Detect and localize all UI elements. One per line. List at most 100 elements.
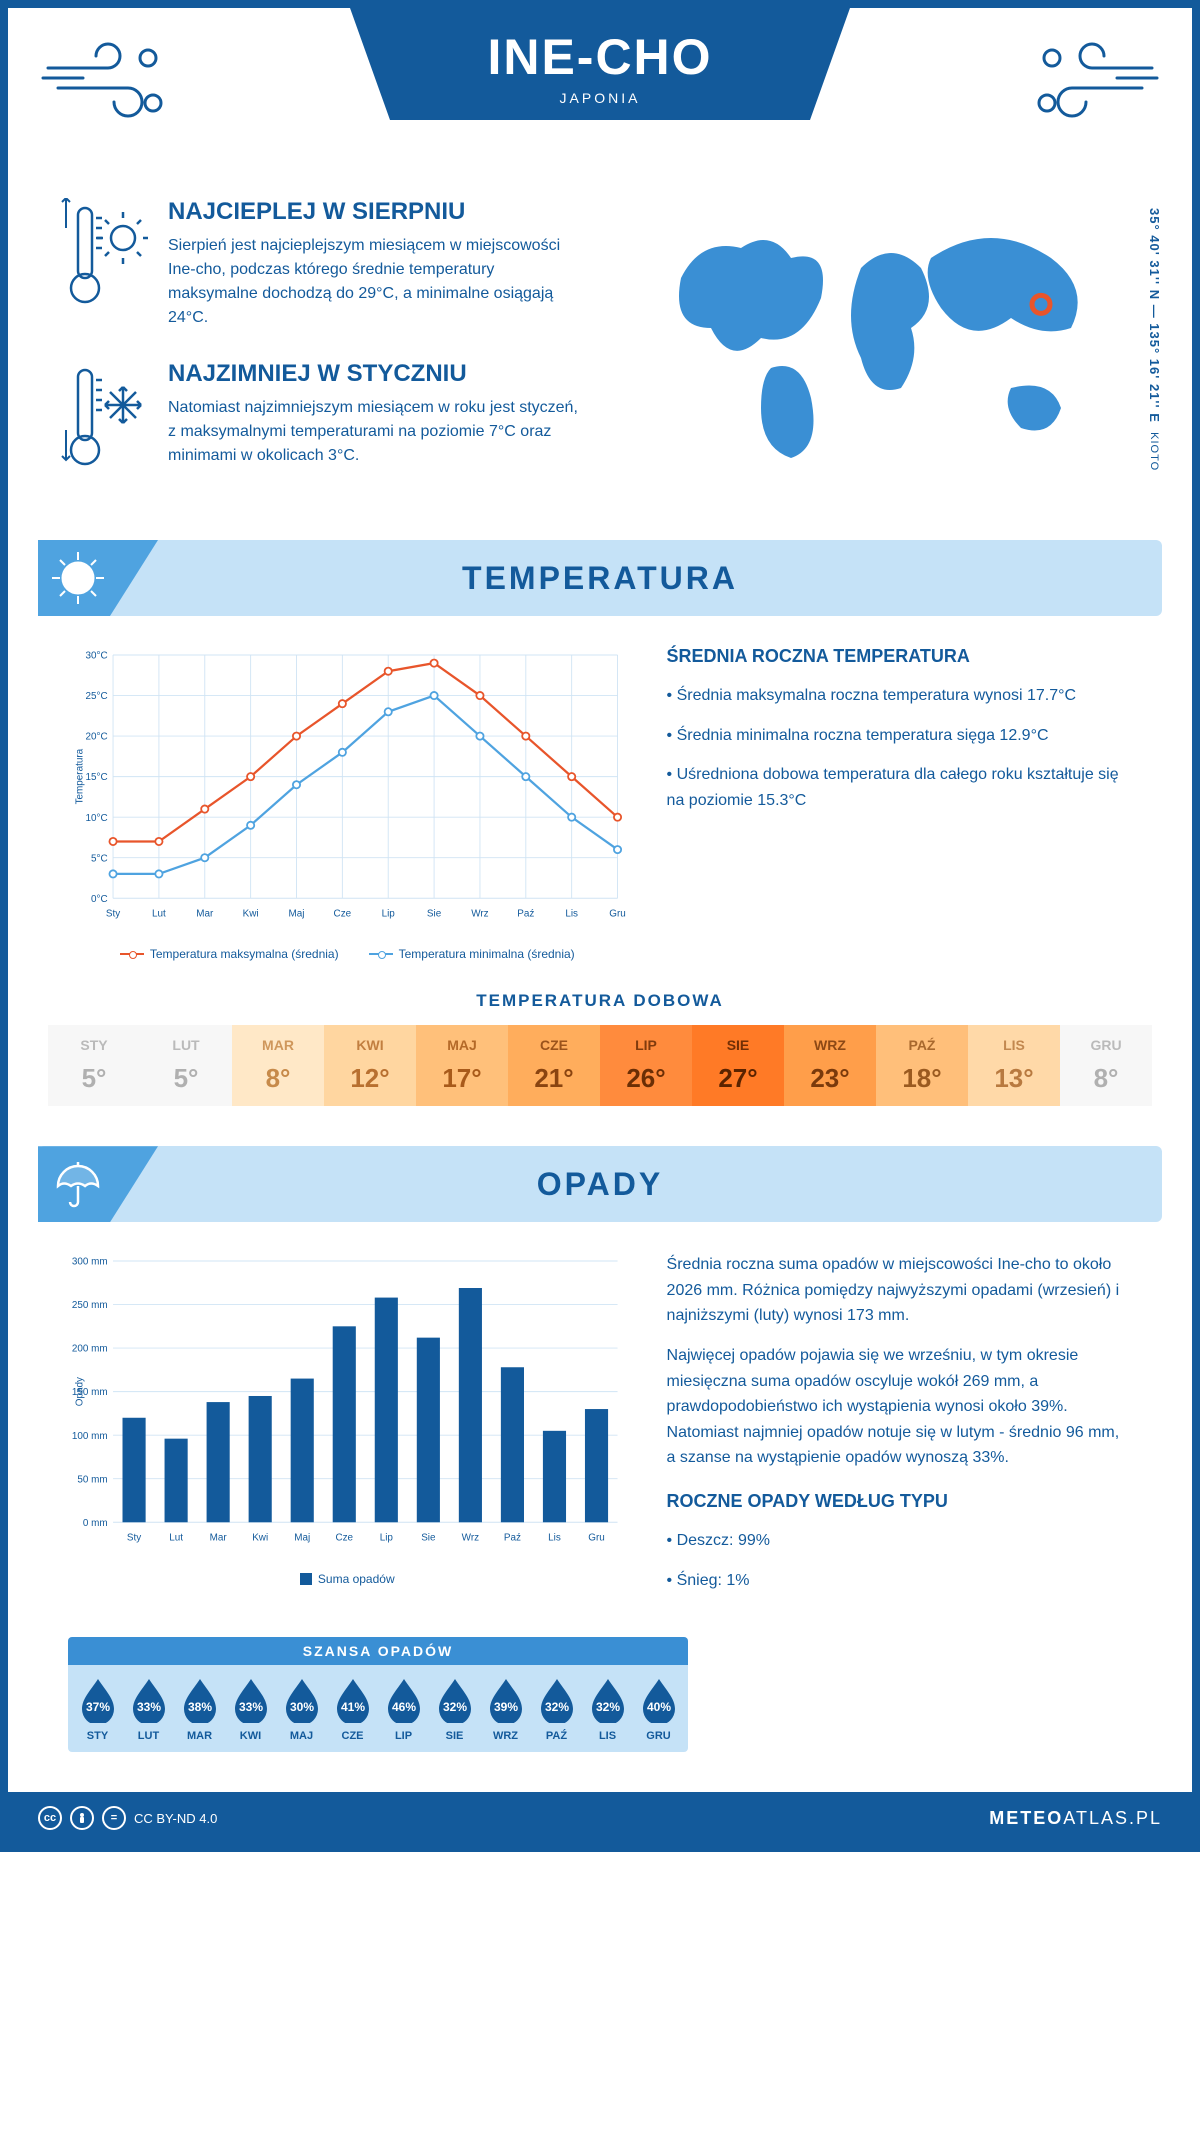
chance-drop: 38% MAR bbox=[174, 1675, 225, 1742]
svg-text:32%: 32% bbox=[544, 1700, 568, 1714]
location-country: JAPONIA bbox=[350, 90, 850, 106]
cc-icon: cc bbox=[38, 1806, 62, 1830]
hot-text: Sierpień jest najcieplejszym miesiącem w… bbox=[168, 234, 580, 330]
daily-temp-cell: KWI12° bbox=[324, 1025, 416, 1106]
svg-text:Lip: Lip bbox=[380, 1533, 394, 1544]
precip-chance-panel: SZANSA OPADÓW 37% STY 33% LUT 38% MAR 33… bbox=[68, 1637, 688, 1752]
svg-text:Mar: Mar bbox=[210, 1533, 228, 1544]
svg-text:Wrz: Wrz bbox=[462, 1533, 479, 1544]
svg-text:300 mm: 300 mm bbox=[72, 1257, 108, 1268]
svg-text:20°C: 20°C bbox=[86, 732, 108, 743]
chance-drop: 33% KWI bbox=[225, 1675, 276, 1742]
svg-text:32%: 32% bbox=[442, 1700, 466, 1714]
intro-section: NAJCIEPLEJ W SIERPNIU Sierpień jest najc… bbox=[8, 188, 1192, 540]
svg-text:5°C: 5°C bbox=[91, 853, 108, 864]
svg-text:33%: 33% bbox=[238, 1700, 262, 1714]
svg-text:Cze: Cze bbox=[335, 1533, 353, 1544]
daily-temp-cell: MAJ17° bbox=[416, 1025, 508, 1106]
license-block: cc = CC BY-ND 4.0 bbox=[38, 1806, 217, 1830]
precip-heading: OPADY bbox=[537, 1166, 663, 1203]
svg-text:39%: 39% bbox=[493, 1700, 517, 1714]
thermometer-cold-icon bbox=[58, 360, 148, 480]
svg-text:Mar: Mar bbox=[196, 908, 214, 919]
temp-summary: ŚREDNIA ROCZNA TEMPERATURA • Średnia mak… bbox=[667, 646, 1132, 961]
svg-text:Sty: Sty bbox=[106, 908, 120, 919]
daily-temp-cell: MAR8° bbox=[232, 1025, 324, 1106]
svg-text:100 mm: 100 mm bbox=[72, 1431, 108, 1442]
chance-drop: 33% LUT bbox=[123, 1675, 174, 1742]
svg-text:Lis: Lis bbox=[565, 908, 578, 919]
umbrella-icon bbox=[48, 1156, 104, 1212]
svg-text:15°C: 15°C bbox=[86, 772, 108, 783]
svg-text:Cze: Cze bbox=[334, 908, 352, 919]
svg-text:Kwi: Kwi bbox=[252, 1533, 268, 1544]
license-text: CC BY-ND 4.0 bbox=[134, 1811, 217, 1826]
chance-drop: 32% PAŹ bbox=[531, 1675, 582, 1742]
svg-text:200 mm: 200 mm bbox=[72, 1344, 108, 1355]
svg-text:38%: 38% bbox=[187, 1700, 211, 1714]
chance-drop: 39% WRZ bbox=[480, 1675, 531, 1742]
precipitation-chart: 0 mm50 mm100 mm150 mm200 mm250 mm300 mmS… bbox=[68, 1252, 627, 1607]
hottest-block: NAJCIEPLEJ W SIERPNIU Sierpień jest najc… bbox=[58, 198, 580, 330]
cold-title: NAJZIMNIEJ W STYCZNIU bbox=[168, 360, 580, 388]
svg-text:Sie: Sie bbox=[427, 908, 442, 919]
footer-bar: cc = CC BY-ND 4.0 METEOATLAS.PL bbox=[8, 1792, 1192, 1844]
infographic-frame: INE-CHO JAPONIA bbox=[0, 0, 1200, 1852]
daily-temp-cell: LIS13° bbox=[968, 1025, 1060, 1106]
svg-text:10°C: 10°C bbox=[86, 813, 108, 824]
location-title: INE-CHO bbox=[350, 28, 850, 86]
precip-header: OPADY bbox=[38, 1146, 1162, 1222]
svg-text:Paź: Paź bbox=[517, 908, 534, 919]
temperature-header: TEMPERATURA bbox=[38, 540, 1162, 616]
svg-text:46%: 46% bbox=[391, 1700, 415, 1714]
chance-drop: 30% MAJ bbox=[276, 1675, 327, 1742]
svg-text:Paź: Paź bbox=[504, 1533, 521, 1544]
svg-text:37%: 37% bbox=[85, 1700, 109, 1714]
header-bar: INE-CHO JAPONIA bbox=[8, 8, 1192, 188]
svg-text:Kwi: Kwi bbox=[243, 908, 259, 919]
wind-icon-right bbox=[1022, 28, 1162, 128]
daily-temp-cell: STY5° bbox=[48, 1025, 140, 1106]
svg-text:40%: 40% bbox=[646, 1700, 670, 1714]
daily-temp-cell: GRU8° bbox=[1060, 1025, 1152, 1106]
svg-text:Lis: Lis bbox=[548, 1533, 561, 1544]
chance-drop: 41% CZE bbox=[327, 1675, 378, 1742]
svg-text:Lut: Lut bbox=[169, 1533, 183, 1544]
precip-legend: Suma opadów bbox=[68, 1572, 627, 1586]
svg-text:Opady: Opady bbox=[74, 1377, 85, 1406]
svg-text:30%: 30% bbox=[289, 1700, 313, 1714]
svg-text:32%: 32% bbox=[595, 1700, 619, 1714]
world-map bbox=[620, 198, 1142, 478]
map-panel: 35° 40' 31'' N — 135° 16' 21'' E KIOTO bbox=[620, 198, 1142, 510]
svg-text:25°C: 25°C bbox=[86, 691, 108, 702]
title-ribbon: INE-CHO JAPONIA bbox=[350, 8, 850, 120]
by-icon bbox=[70, 1806, 94, 1830]
nd-icon: = bbox=[102, 1806, 126, 1830]
svg-text:250 mm: 250 mm bbox=[72, 1300, 108, 1311]
thermometer-hot-icon bbox=[58, 198, 148, 318]
chance-drop: 37% STY bbox=[72, 1675, 123, 1742]
sun-icon bbox=[48, 548, 108, 608]
daily-temp-cell: SIE27° bbox=[692, 1025, 784, 1106]
daily-temp-cell: CZE21° bbox=[508, 1025, 600, 1106]
chance-drop: 32% LIS bbox=[582, 1675, 633, 1742]
svg-text:Sty: Sty bbox=[127, 1533, 141, 1544]
precip-summary: Średnia roczna suma opadów w miejscowośc… bbox=[667, 1252, 1132, 1607]
svg-text:Lut: Lut bbox=[152, 908, 166, 919]
daily-temp-cell: LIP26° bbox=[600, 1025, 692, 1106]
svg-text:Maj: Maj bbox=[289, 908, 305, 919]
svg-text:Gru: Gru bbox=[609, 908, 626, 919]
temp-legend: Temperatura maksymalna (średnia) Tempera… bbox=[68, 947, 627, 961]
svg-text:Temperatura: Temperatura bbox=[74, 748, 85, 804]
temp-heading: TEMPERATURA bbox=[462, 560, 738, 597]
svg-text:30°C: 30°C bbox=[86, 651, 108, 662]
cold-text: Natomiast najzimniejszym miesiącem w rok… bbox=[168, 396, 580, 468]
chance-drop: 40% GRU bbox=[633, 1675, 684, 1742]
hot-title: NAJCIEPLEJ W SIERPNIU bbox=[168, 198, 580, 226]
svg-text:0°C: 0°C bbox=[91, 894, 108, 905]
daily-temp-cell: WRZ23° bbox=[784, 1025, 876, 1106]
svg-text:Wrz: Wrz bbox=[471, 908, 488, 919]
svg-text:41%: 41% bbox=[340, 1700, 364, 1714]
svg-text:0 mm: 0 mm bbox=[83, 1518, 108, 1529]
svg-text:33%: 33% bbox=[136, 1700, 160, 1714]
